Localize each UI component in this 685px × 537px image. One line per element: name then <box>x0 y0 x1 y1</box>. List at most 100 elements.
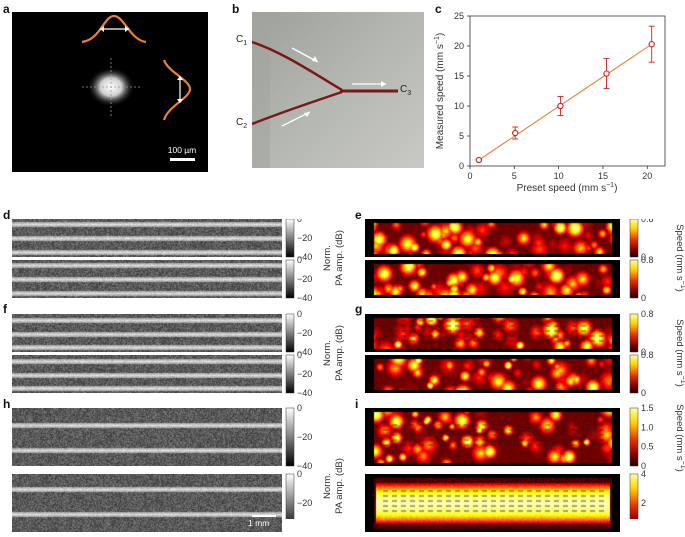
channel-c1-label: C1 <box>236 34 248 47</box>
panel-f-image-2 <box>12 355 282 393</box>
inlet-c2-tube <box>252 90 343 126</box>
data-point <box>557 102 564 110</box>
lateral-profile-curve <box>81 14 147 44</box>
speed-colorbar-tick: 2 <box>641 498 646 508</box>
speed-colorbar-tick: 0.8 <box>641 309 654 319</box>
axial-profile-curve <box>162 59 192 121</box>
speed-colorbar-tick: 0 <box>641 461 646 471</box>
panel-h-image-1 <box>12 408 282 466</box>
gray-colorbar-tick: −20 <box>297 233 312 243</box>
gray-colorbar-tick: −20 <box>297 328 312 338</box>
gray-colorbar-tick: 0 <box>297 309 302 319</box>
gray-colorbar <box>285 259 295 299</box>
y-tick-label: 10 <box>454 101 464 111</box>
gray-colorbar-tick: −40 <box>297 388 312 398</box>
panel-a-image: 100 µm <box>12 12 208 172</box>
gray-colorbar <box>285 473 295 519</box>
panel-label-i: i <box>355 397 359 411</box>
speed-colorbar-tick: 0 <box>641 252 646 262</box>
panel-h-image-2 <box>12 474 282 532</box>
panel-e-speed-map-2 <box>365 260 620 298</box>
gray-colorbar <box>285 313 295 353</box>
x-tick-label: 10 <box>554 171 564 181</box>
speed-colorbar <box>629 219 639 258</box>
y-axis-label: Measured speed (mm s−1) <box>434 33 446 149</box>
gray-colorbar <box>285 407 295 467</box>
channel-c3-label: C3 <box>400 84 412 97</box>
speed-colorbar-tick: 0 <box>641 293 646 303</box>
panel-label-d: d <box>3 208 11 222</box>
speed-colorbar-tick: 0 <box>641 347 646 357</box>
channel-c2-label: C2 <box>236 117 248 130</box>
panel-label-a: a <box>3 2 10 16</box>
speed-colorbar <box>629 259 639 299</box>
gray-colorbar-tick: −40 <box>297 252 312 262</box>
panel-label-h: h <box>3 397 11 411</box>
gray-colorbar-label-line1: Norm. <box>322 245 333 271</box>
gray-colorbar-label-line2: PA amp. (dB) <box>334 325 345 381</box>
gray-colorbar-tick: 0 <box>297 469 302 479</box>
panel-f-image-1 <box>12 314 282 352</box>
speed-colorbar <box>629 313 639 353</box>
panel-g-speed-map-2 <box>365 355 620 393</box>
gray-colorbar-label-line1: Norm. <box>322 473 333 499</box>
gray-colorbar-tick: 0 <box>297 403 302 413</box>
gray-colorbar-tick: −20 <box>297 369 312 379</box>
gray-colorbars: 0−20−400−20−400−20−400−20−400−20−400−20−… <box>285 219 345 519</box>
scale-bar-1mm-label: 1 mm <box>248 518 270 528</box>
panel-d-image-2 <box>12 260 282 298</box>
gray-colorbar-label-line2: PA amp. (dB) <box>334 458 345 514</box>
speed-colorbar-tick: 0.8 <box>641 350 654 360</box>
x-tick-label: 20 <box>642 171 652 181</box>
speed-colorbar-tick: 0 <box>641 388 646 398</box>
data-point <box>512 129 519 137</box>
speed-colorbar-label: Speed (mm s−1) <box>674 224 685 292</box>
speed-colorbar <box>629 354 639 394</box>
panel-e-speed-map-1 <box>365 219 620 257</box>
panel-c-chart: 0 5 10 15 20 0 5 10 15 20 25 Preset speed (mm s−1… <box>434 11 666 194</box>
scale-bar-label: 100 µm <box>168 145 197 155</box>
x-tick-label: 5 <box>512 171 517 181</box>
plot-frame <box>469 15 666 167</box>
x-tick-label: 0 <box>467 171 472 181</box>
speed-colorbar-label: Speed (mm s−1) <box>674 404 685 472</box>
gray-colorbar <box>285 219 295 258</box>
speed-colorbar-tick: 4 <box>641 469 646 479</box>
gray-colorbar-tick: 0 <box>297 350 302 360</box>
gray-colorbar-tick: 0 <box>297 255 302 265</box>
gray-colorbar-tick: −40 <box>297 461 312 471</box>
speed-colorbar-tick: 0.8 <box>641 219 654 224</box>
y-tick-label: 25 <box>454 11 464 21</box>
scale-bar <box>170 158 195 161</box>
panel-g-speed-map-1 <box>365 314 620 352</box>
panel-label-g: g <box>355 302 363 316</box>
y-tick-label: 5 <box>459 131 464 141</box>
panel-label-c: c <box>435 2 442 16</box>
panel-label-b: b <box>232 2 240 16</box>
gray-colorbar-tick: 0 <box>297 219 302 224</box>
data-point <box>475 156 483 164</box>
speed-colorbar-tick: 0.8 <box>641 255 654 265</box>
speed-colorbar-tick: 1.5 <box>641 403 654 413</box>
panel-i-speed-map-1 <box>365 408 620 466</box>
scale-bar-1mm <box>252 515 276 517</box>
gray-colorbar-tick: −40 <box>297 293 312 303</box>
data-point <box>648 41 655 48</box>
panel-label-f: f <box>3 302 7 316</box>
gray-colorbar-tick: −40 <box>297 347 312 357</box>
speed-colorbar-tick: 0.5 <box>641 442 654 452</box>
x-tick-label: 15 <box>598 171 608 181</box>
fit-line <box>478 43 653 161</box>
panel-label-e: e <box>355 208 362 222</box>
speed-colorbar-tick: 1.0 <box>641 422 654 432</box>
speed-colorbar-label: Speed (mm s−1) <box>674 319 685 387</box>
panel-d-image-1 <box>12 219 282 257</box>
panel-b-photo <box>252 12 424 168</box>
gray-colorbar-tick: −20 <box>297 432 312 442</box>
y-tick-label: 20 <box>454 41 464 51</box>
gray-colorbar-tick: −20 <box>297 274 312 284</box>
inlet-c1-tube <box>252 40 343 92</box>
gray-colorbar-tick: −20 <box>297 498 312 508</box>
speed-colorbars: 0.800.800.800.801.51.00.50420Speed (mm s… <box>629 219 685 519</box>
panel-i-speed-map-2 <box>365 474 620 532</box>
